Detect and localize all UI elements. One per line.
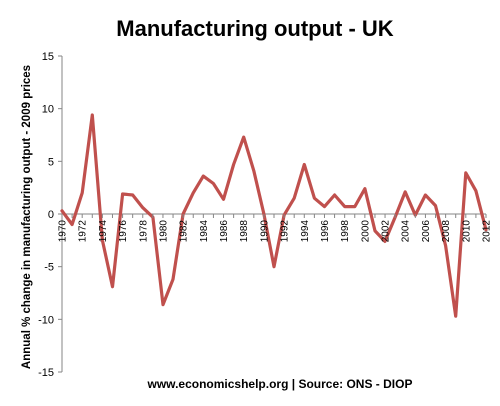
x-tick-label: 1984 bbox=[199, 220, 210, 243]
x-tick-label: 1998 bbox=[340, 220, 351, 243]
x-axis-ticks: 1970 1972 1974 1976 1978 1980 1982 1984 1986 1988… bbox=[58, 214, 493, 242]
y-tick-label: 10 bbox=[42, 104, 54, 116]
x-tick-label: 1976 bbox=[118, 220, 129, 243]
y-tick-label: 0 bbox=[48, 209, 54, 221]
y-tick-label: -15 bbox=[38, 367, 54, 379]
x-tick-label: 1970 bbox=[58, 220, 69, 243]
y-axis-label: Annual % change in manufacturing output … bbox=[21, 65, 33, 369]
chart-title: Manufacturing output - UK bbox=[116, 16, 394, 41]
y-tick-label: 15 bbox=[42, 51, 54, 63]
x-tick-label: 2002 bbox=[381, 220, 392, 243]
x-tick-label: 1986 bbox=[219, 220, 230, 243]
x-tick-label: 2008 bbox=[441, 220, 452, 243]
x-tick-label: 1996 bbox=[320, 220, 331, 243]
source-note: www.economicshelp.org | Source: ONS - DI… bbox=[147, 377, 413, 391]
y-axis-ticks: -15 -10 -5 0 5 10 15 bbox=[38, 51, 62, 379]
y-tick-label: -5 bbox=[44, 262, 54, 274]
x-tick-label: 2000 bbox=[360, 220, 371, 243]
x-tick-label: 1982 bbox=[179, 220, 190, 243]
x-tick-label: 1992 bbox=[280, 220, 291, 243]
x-tick-label: 1978 bbox=[138, 220, 149, 243]
x-tick-label: 1988 bbox=[239, 220, 250, 243]
x-tick-label: 2010 bbox=[461, 220, 472, 243]
x-tick-label: 1974 bbox=[98, 220, 109, 243]
x-tick-label: 2006 bbox=[421, 220, 432, 243]
x-tick-label: 2004 bbox=[401, 220, 412, 243]
x-tick-label: 1994 bbox=[300, 220, 311, 243]
x-tick-label: 1980 bbox=[158, 220, 169, 243]
y-tick-label: 5 bbox=[48, 156, 54, 168]
x-tick-label: 1990 bbox=[259, 220, 270, 243]
x-tick-label: 1972 bbox=[78, 220, 89, 243]
y-tick-label: -10 bbox=[38, 314, 54, 326]
x-tick-label: 2012 bbox=[482, 220, 493, 243]
